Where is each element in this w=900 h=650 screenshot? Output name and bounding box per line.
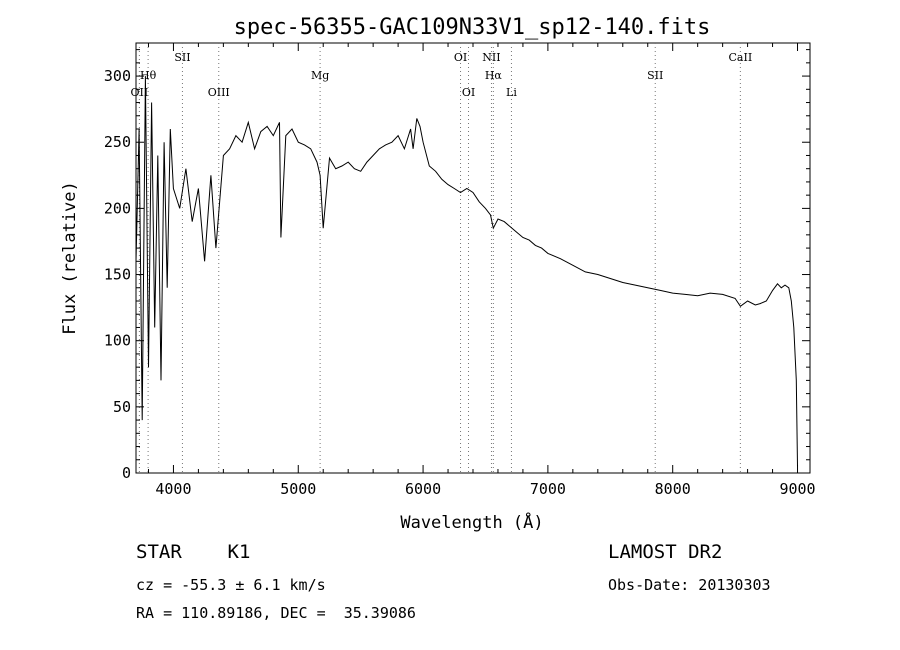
coordinates: RA = 110.89186, DEC = 35.39086 (136, 604, 416, 622)
line-marker-label: Mg (311, 69, 329, 82)
spectrum-line (135, 76, 798, 467)
line-marker-label: OIII (208, 86, 230, 99)
line-marker-label: OI (462, 86, 475, 99)
axis-ticks: 4000 5000 6000 7000 8000 9000 0 50 100 150 200 250 3… (104, 43, 816, 498)
x-tick-label: 8000 (655, 480, 691, 498)
x-tick-label: 4000 (155, 480, 191, 498)
line-marker-label: OI (454, 51, 467, 64)
redshift-velocity: cz = -55.3 ± 6.1 km/s (136, 576, 326, 594)
x-tick-label: 5000 (280, 480, 316, 498)
line-marker-label: Hα (485, 69, 503, 82)
line-marker-label: NII (482, 51, 500, 64)
x-tick-label: 6000 (405, 480, 441, 498)
line-marker-label: SII (174, 51, 190, 64)
x-axis-label: Wavelength (Å) (400, 511, 543, 533)
y-tick-label: 0 (122, 464, 131, 482)
x-tick-label: 7000 (530, 480, 566, 498)
y-tick-label: 250 (104, 133, 131, 151)
object-class: STAR K1 (136, 541, 251, 563)
line-marker-label: Hθ (140, 69, 157, 82)
chart-title: spec-56355-GAC109N33V1_sp12-140.fits (234, 15, 711, 40)
survey-name: LAMOST DR2 (608, 541, 723, 563)
x-tick-label: 9000 (779, 480, 815, 498)
y-tick-label: 50 (113, 398, 131, 416)
observation-date: Obs-Date: 20130303 (608, 576, 771, 594)
y-tick-label: 300 (104, 67, 131, 85)
line-marker-label: Li (506, 86, 517, 99)
plot-frame (135, 42, 811, 474)
y-axis-label: Flux (relative) (60, 181, 80, 335)
y-tick-label: 100 (104, 332, 131, 350)
line-marker-label: CaII (729, 51, 753, 64)
y-tick-label: 200 (104, 199, 131, 217)
y-tick-label: 150 (104, 266, 131, 284)
line-marker-label: OII (131, 86, 149, 99)
line-marker-label: SII (647, 69, 663, 82)
